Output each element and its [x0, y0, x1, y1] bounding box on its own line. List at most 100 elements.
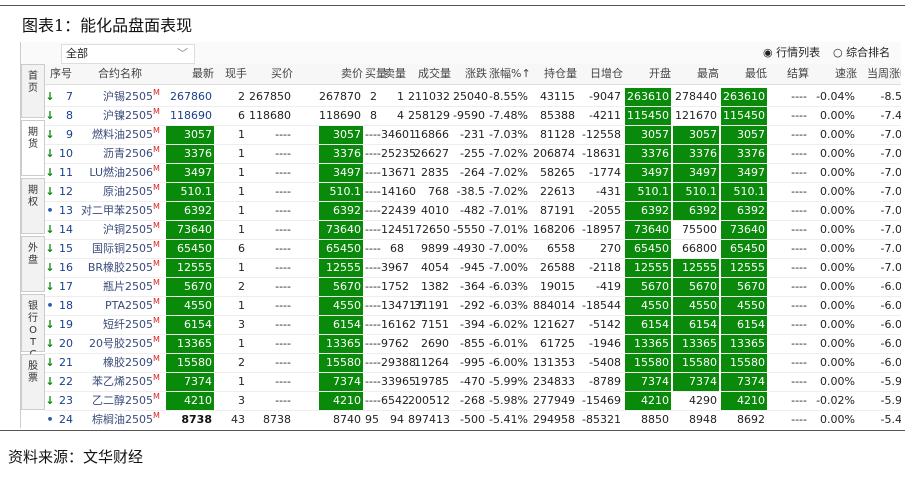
limit-cell: 7374	[673, 373, 719, 391]
table-cell: ----	[275, 318, 291, 331]
table-cell: -15469	[582, 394, 621, 407]
table-cell: -945	[460, 261, 485, 274]
column-header: 卖量	[384, 67, 406, 80]
table-cell: 13671	[381, 166, 416, 179]
limit-cell: 4550	[721, 297, 767, 315]
row-separator	[45, 163, 901, 164]
contract-flag: M	[153, 354, 160, 363]
table-cell: 3	[238, 318, 245, 331]
limit-cell: 7374	[625, 373, 671, 391]
contract-flag: M	[153, 202, 160, 211]
table-cell: 22	[59, 375, 73, 388]
table-cell: 94	[390, 413, 404, 426]
limit-cell: 12555	[319, 259, 363, 277]
radio-option[interactable]: ○ 综合排名	[833, 46, 891, 59]
table-cell: 87191	[540, 204, 575, 217]
contract-flag: M	[153, 107, 160, 116]
limit-cell: 510.1	[319, 183, 363, 201]
limit-cell: 15580	[673, 354, 719, 372]
tab-label: 期货	[28, 127, 38, 150]
limit-cell: 13365	[673, 335, 719, 353]
table-cell: -394	[460, 318, 485, 331]
table-cell: 14160	[381, 185, 416, 198]
radio-option[interactable]: ◉ 行情列表	[763, 46, 821, 59]
row-marker: ↓	[45, 185, 55, 198]
table-cell: ----	[275, 204, 291, 217]
table-cell: 0.00%	[820, 147, 855, 160]
limit-cell: 3376	[166, 145, 214, 163]
table-cell: 1	[238, 147, 245, 160]
row-marker: ↓	[45, 242, 55, 255]
table-cell: ----	[365, 375, 381, 388]
table-cell: 23	[59, 394, 73, 407]
sidebar-tab[interactable]: 外盘	[21, 236, 45, 292]
limit-cell: 15580	[625, 354, 671, 372]
table-cell: -995	[460, 356, 485, 369]
limit-cell: 7374	[319, 373, 363, 391]
column-header: 最新	[192, 67, 214, 80]
limit-cell: 5670	[166, 278, 214, 296]
table-cell: 168206	[533, 223, 575, 236]
table-cell: 沪锡2505	[103, 90, 153, 103]
table-cell: 8738	[181, 413, 212, 426]
table-cell: 16162	[381, 318, 416, 331]
sidebar-tab[interactable]: 期权	[21, 178, 45, 234]
table-cell: ----	[365, 261, 381, 274]
table-cell: -6.00	[880, 356, 901, 369]
sidebar-tab[interactable]: 银行OTC	[21, 294, 45, 360]
limit-cell: 3376	[721, 145, 767, 163]
column-header: 最低	[745, 67, 767, 80]
table-cell: -7.02	[880, 185, 901, 198]
sidebar-tab[interactable]: 股票	[21, 354, 45, 410]
row-separator	[45, 182, 901, 183]
sidebar-tab[interactable]: 期货	[21, 120, 45, 176]
table-cell: -6.00%	[489, 356, 528, 369]
table-cell: 1	[238, 375, 245, 388]
sidebar-tab[interactable]: 首页	[21, 64, 45, 118]
contract-flag: M	[153, 373, 160, 382]
table-cell: -5408	[589, 356, 621, 369]
table-cell: ----	[365, 318, 381, 331]
column-header: 日增仓	[590, 67, 623, 80]
limit-cell: 6392	[625, 202, 671, 220]
table-cell: -6.01%	[489, 337, 528, 350]
table-cell: ----	[791, 394, 807, 407]
filter-dropdown[interactable]: 全部 ﹀	[61, 44, 195, 64]
limit-cell: 6154	[673, 316, 719, 334]
limit-cell: 3497	[625, 164, 671, 182]
limit-cell: 3057	[721, 126, 767, 144]
limit-cell: 12555	[625, 259, 671, 277]
limit-cell: 6154	[319, 316, 363, 334]
table-cell: 8850	[641, 413, 669, 426]
table-cell: 768	[428, 185, 449, 198]
limit-cell: 12555	[166, 259, 214, 277]
table-cell: -7.01%	[489, 204, 528, 217]
table-cell: 200512	[408, 394, 450, 407]
table-cell: ----	[275, 185, 291, 198]
table-cell: ----	[365, 204, 381, 217]
table-cell: 267860	[170, 90, 212, 103]
row-separator	[45, 106, 901, 107]
table-cell: 2835	[421, 166, 449, 179]
table-cell: ----	[275, 337, 291, 350]
table-cell: 267850	[249, 90, 291, 103]
table-cell: 9899	[421, 242, 449, 255]
table-cell: 8740	[333, 413, 361, 426]
column-header: 序号	[50, 67, 72, 80]
column-header: 现手	[225, 67, 247, 80]
table-cell: 1	[238, 166, 245, 179]
limit-cell: 5670	[625, 278, 671, 296]
table-cell: 118690	[170, 109, 212, 122]
row-separator	[45, 220, 901, 221]
limit-cell: 65450	[625, 240, 671, 258]
table-cell: -9047	[589, 90, 621, 103]
row-marker: ↓	[45, 394, 55, 407]
table-cell: 7	[66, 90, 73, 103]
contract-flag: M	[153, 240, 160, 249]
column-header: 买价	[271, 67, 293, 80]
contract-flag: M	[153, 183, 160, 192]
table-cell: 19015	[540, 280, 575, 293]
limit-cell: 65450	[319, 240, 363, 258]
contract-flag: M	[153, 164, 160, 173]
table-cell: 8	[66, 109, 73, 122]
